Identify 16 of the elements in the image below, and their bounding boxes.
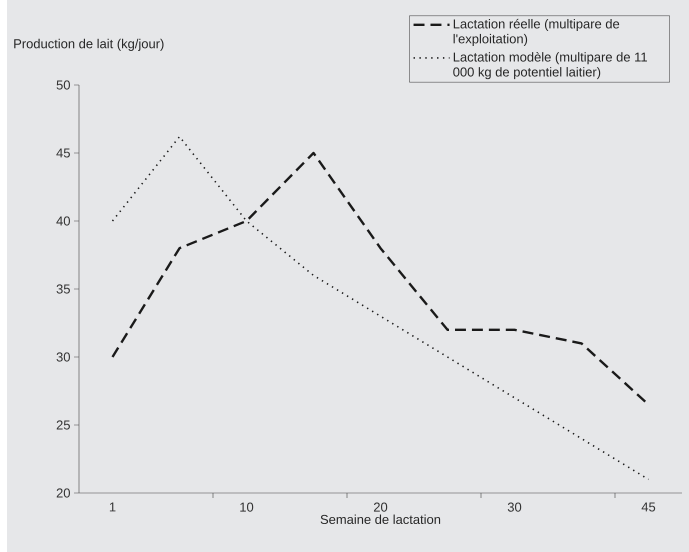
y-tick-label: 45	[56, 148, 70, 158]
y-tick-label: 25	[56, 420, 70, 430]
y-tick-label: 30	[56, 352, 70, 362]
y-tick-label: 40	[56, 216, 70, 226]
legend-label: Lactation modèle (multipare de 11 000 kg de potentiel laitier)	[453, 52, 647, 80]
x-axis-title: Semaine de lactation	[320, 514, 440, 524]
x-tick-label: 1	[110, 502, 116, 512]
legend-label: Lactation réelle (multipare de l'exploitation)	[454, 18, 620, 46]
y-tick-label: 50	[56, 80, 70, 90]
x-tick-label: 10	[240, 502, 254, 512]
x-tick-label: 45	[642, 502, 656, 512]
y-tick-label: 20	[56, 488, 70, 498]
y-axis-title: Production de lait (kg/jour)	[14, 38, 164, 51]
y-tick-label: 35	[56, 284, 70, 294]
x-tick-label: 30	[508, 502, 522, 512]
x-tick-label: 20	[374, 502, 388, 512]
